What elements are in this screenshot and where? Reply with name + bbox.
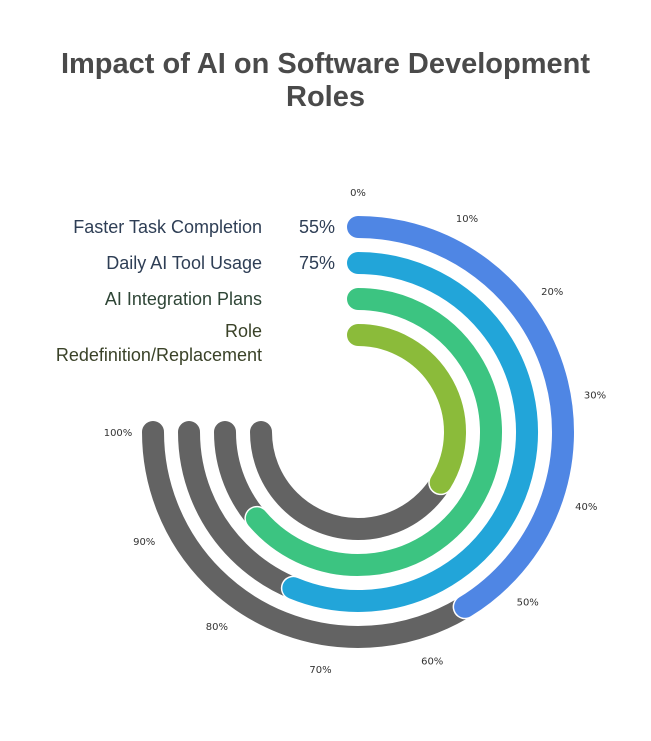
tick-label: 90% [133,537,155,548]
bar-2 [282,252,538,612]
tick-label: 40% [575,502,597,513]
tick-label: 50% [517,598,539,609]
tick-label: 10% [456,214,478,225]
tick-label: 0% [350,188,366,199]
value-bars [244,214,576,620]
tick-label: 70% [309,665,331,676]
chart-title-line-2: Roles [286,81,365,113]
tick-label: 80% [206,622,228,633]
category-label: Faster Task Completion [73,217,262,237]
bar-1 [347,216,574,618]
value-label: 55% [299,217,335,237]
tick-label: 100% [104,428,133,439]
tick-label: 20% [541,287,563,298]
tick-labels: 0% 10% 20% 30% 40% 50% 60% 70% 80% 90% 100% [104,188,606,676]
bar-3 [245,288,502,576]
category-label: AI Integration Plans [105,289,262,309]
category-label: Role Redefinition/Replacement [56,321,262,365]
value-label: 75% [299,253,335,273]
category-labels: Faster Task Completion 55% Daily AI Tool U… [56,217,335,365]
tick-label: 60% [421,656,443,667]
chart-title-line-1: Impact of AI on Software Development [60,48,591,80]
tick-label: 30% [584,391,606,402]
category-label: Daily AI Tool Usage [106,253,262,273]
chart-title: Impact of AI on Software Development Rol… [0,48,651,114]
bar-4 [347,324,466,494]
